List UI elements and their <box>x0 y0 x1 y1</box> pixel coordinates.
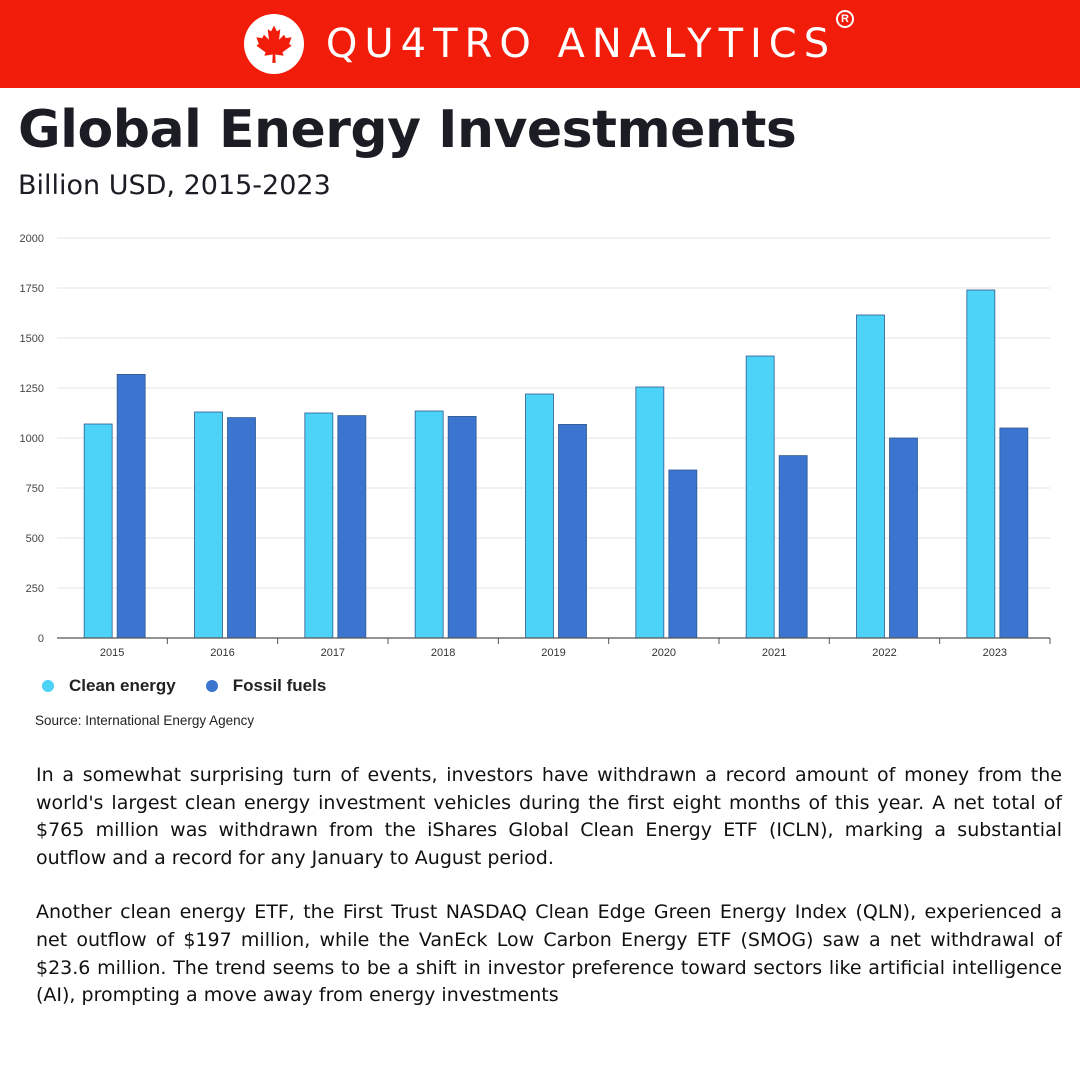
chart-source: Source: International Energy Agency <box>35 713 255 728</box>
bar-clean-energy <box>856 314 885 639</box>
x-tick-label: 2019 <box>541 647 565 659</box>
legend-item-fossil-fuels: Fossil fuels <box>205 676 327 696</box>
y-tick-label: 0 <box>38 633 44 645</box>
y-tick-label: 2000 <box>20 233 44 245</box>
bar-fossil-fuels <box>999 427 1029 639</box>
x-tick-label: 2016 <box>210 647 234 659</box>
y-tick-label: 1000 <box>20 433 44 445</box>
bar-clean-energy <box>414 410 444 639</box>
bar-clean-energy <box>304 412 334 639</box>
legend-item-clean-energy: Clean energy <box>42 676 176 696</box>
y-tick-label: 1500 <box>20 333 44 345</box>
bar-clean-energy <box>83 423 113 639</box>
chart-legend: Clean energy Fossil fuels <box>42 676 326 696</box>
x-tick-label: 2023 <box>983 647 1007 659</box>
x-tick-label: 2022 <box>872 647 896 659</box>
article-paragraph-1: In a somewhat surprising turn of events,… <box>36 764 1062 869</box>
x-tick-label: 2018 <box>431 647 455 659</box>
bar-fossil-fuels <box>337 415 367 639</box>
y-tick-label: 1250 <box>20 383 44 395</box>
page-title: Global Energy Investments <box>18 100 797 160</box>
bar-fossil-fuels <box>889 437 918 639</box>
x-tick-label: 2021 <box>762 647 786 659</box>
y-tick-label: 500 <box>26 533 44 545</box>
bar-clean-energy <box>966 289 996 639</box>
legend-dot-clean-energy <box>42 680 54 692</box>
legend-label-fossil-fuels: Fossil fuels <box>232 676 327 695</box>
bar-fossil-fuels <box>227 417 256 639</box>
registered-mark: R <box>836 10 854 28</box>
y-tick-label: 750 <box>26 483 44 495</box>
brand-banner: QU4TRO ANALYTICS R <box>0 0 1080 88</box>
brand-name: QU4TRO ANALYTICS <box>325 21 837 67</box>
bar-fossil-fuels <box>668 469 698 639</box>
y-tick-label: 1750 <box>20 283 44 295</box>
x-tick-label: 2017 <box>321 647 345 659</box>
legend-label-clean-energy: Clean energy <box>69 676 176 695</box>
article-paragraph-2: Another clean energy ETF, the First Trus… <box>36 901 1062 1007</box>
bar-clean-energy <box>635 386 665 639</box>
bar-chart: 0 250 500 750 1000 1250 1500 1750 2000 2015 2016 20… <box>20 233 1051 659</box>
page-subtitle: Billion USD, 2015-2023 <box>18 170 331 201</box>
bar-clean-energy <box>194 411 223 639</box>
legend-dot-fossil-fuels <box>205 680 218 692</box>
bar-fossil-fuels <box>116 373 146 639</box>
bar-fossil-fuels <box>558 423 587 639</box>
brand-logo: QU4TRO ANALYTICS <box>243 14 837 74</box>
bar-fossil-fuels <box>447 415 477 639</box>
y-tick-label: 250 <box>26 583 44 595</box>
x-tick-label: 2020 <box>652 647 676 659</box>
bar-clean-energy <box>525 393 554 639</box>
x-tick-label: 2015 <box>100 647 124 659</box>
maple-leaf-icon <box>243 14 304 74</box>
bar-clean-energy <box>745 355 775 639</box>
bar-fossil-fuels <box>778 455 808 639</box>
article-body: In a somewhat surprising turn of events,… <box>36 762 1062 1037</box>
